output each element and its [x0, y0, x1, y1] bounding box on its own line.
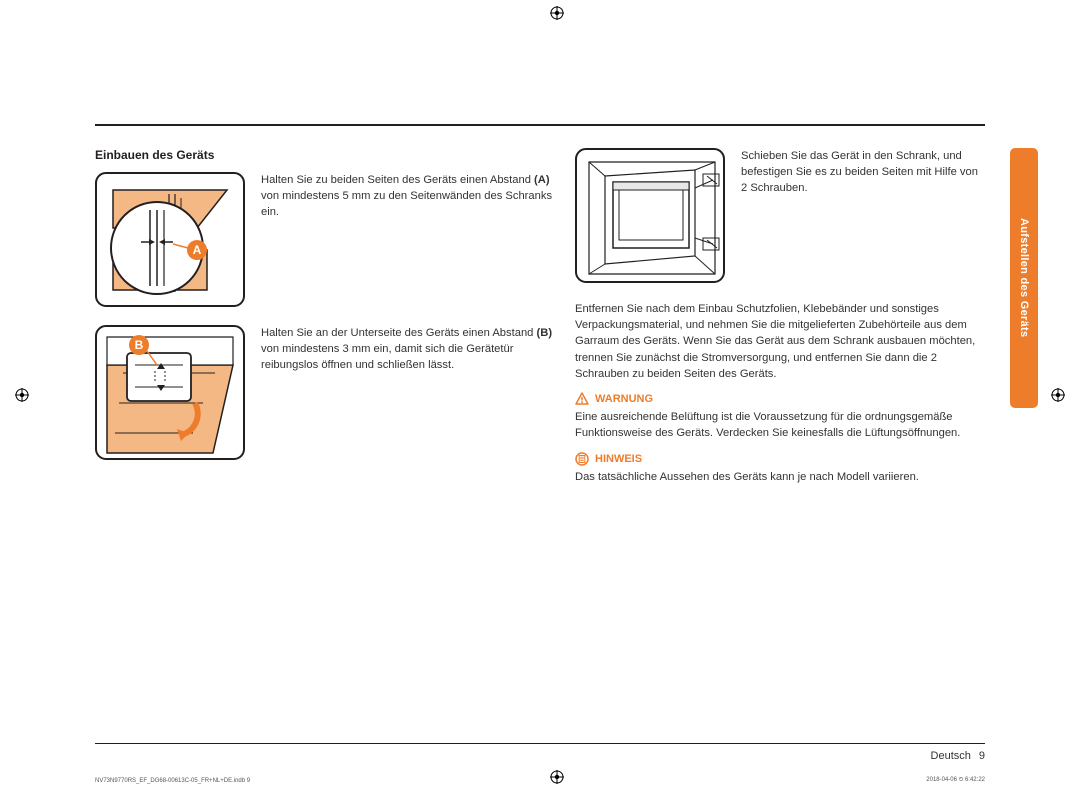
regmark-left — [15, 388, 29, 402]
figure-slide — [575, 148, 725, 283]
page: Einbauen des Geräts — [50, 0, 1030, 790]
regmark-top — [550, 6, 564, 20]
warnung-text: Eine ausreichende Belüftung ist die Vora… — [575, 409, 985, 441]
footer: Deutsch 9 — [931, 750, 985, 762]
note-icon — [575, 452, 589, 466]
rule-bottom — [95, 743, 985, 744]
tab-label: Aufstellen des Geräts — [1018, 218, 1030, 337]
text-b-bold: (B) — [537, 327, 553, 339]
hinweis-row: HINWEIS — [575, 452, 985, 466]
rule-top — [95, 124, 985, 126]
footer-lang: Deutsch — [931, 750, 971, 762]
regmark-right — [1051, 388, 1065, 402]
regmark-bottom — [550, 770, 564, 784]
right-column: Schieben Sie das Gerät in den Schrank, u… — [575, 148, 985, 495]
text-b: Halten Sie an der Unterseite des Geräts … — [261, 325, 555, 460]
hinweis-label: HINWEIS — [595, 453, 642, 465]
section-heading: Einbauen des Geräts — [95, 148, 555, 162]
text-a-post: von mindestens 5 mm zu den Seitenwänden … — [261, 190, 552, 218]
figure-b: B — [95, 325, 245, 460]
text-a: Halten Sie zu beiden Seiten des Geräts e… — [261, 172, 555, 307]
svg-text:B: B — [135, 338, 144, 352]
text-b-pre: Halten Sie an der Unterseite des Geräts … — [261, 327, 537, 339]
footline-right: 2018-04-06 ⏲ 6:42:22 — [926, 777, 985, 784]
text-b-post: von mindestens 3 mm ein, damit sich die … — [261, 343, 513, 371]
svg-text:A: A — [193, 243, 202, 257]
left-column: Einbauen des Geräts — [95, 148, 555, 478]
warnung-label: WARNUNG — [595, 393, 653, 405]
slide-text: Schieben Sie das Gerät in den Schrank, u… — [741, 148, 985, 283]
footer-page: 9 — [979, 750, 985, 762]
remove-text: Entfernen Sie nach dem Einbau Schutzfoli… — [575, 301, 985, 382]
warning-icon — [575, 392, 589, 406]
block-a: A Halten Sie zu beiden Seiten des Geräts… — [95, 172, 555, 307]
hinweis-text: Das tatsächliche Aussehen des Geräts kan… — [575, 469, 985, 485]
block-b: B Halten Sie an der Unterseite des Gerät… — [95, 325, 555, 460]
figure-a: A — [95, 172, 245, 307]
warnung-row: WARNUNG — [575, 392, 985, 406]
text-a-bold: (A) — [534, 174, 550, 186]
text-a-pre: Halten Sie zu beiden Seiten des Geräts e… — [261, 174, 534, 186]
section-tab: Aufstellen des Geräts — [1010, 148, 1038, 408]
block-slide: Schieben Sie das Gerät in den Schrank, u… — [575, 148, 985, 283]
footline-left: NV73N9770RS_EF_DG68-00613C-05_FR+NL+DE.i… — [95, 778, 250, 784]
